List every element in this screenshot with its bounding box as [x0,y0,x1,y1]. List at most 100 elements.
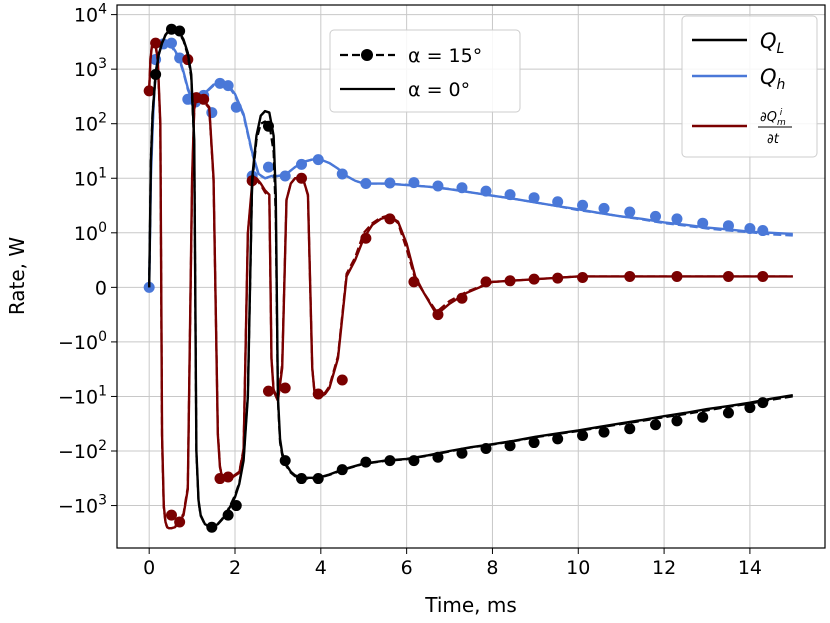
series-Qh-marker [296,158,308,170]
series-Qh-marker [650,210,662,222]
y-tick-label: 102 [74,111,107,136]
series-dQ-marker [552,272,564,284]
series-Qh-marker [757,225,769,237]
series-Qh-marker [174,52,186,64]
style-legend: α = 15° α = 0° [329,29,521,113]
series-QL-marker [206,521,218,533]
x-tick-label: 12 [652,557,676,579]
series-QL-marker [336,464,348,476]
series-QL [147,23,794,533]
series-dQ-marker [279,382,291,394]
y-tick-label: −101 [58,383,107,408]
y-tick-label: 103 [74,56,107,81]
series-dQ-marker [504,275,516,287]
series-dQ-marker [432,309,444,321]
series-QL-marker [757,397,769,409]
series-Qh-marker [432,180,444,192]
series-dQ-marker [214,473,226,485]
series-legend-box [681,15,818,158]
series-dQ-marker [336,374,348,386]
series-QL-marker [174,25,186,37]
y-tick-label: 104 [74,2,107,27]
series-QL-marker [456,447,468,459]
series-Qh-marker [408,177,420,189]
series-Qh-marker [336,168,348,180]
y-tick-label: 0 [95,277,107,299]
series-QL-marker [360,456,372,468]
x-tick-label: 6 [401,557,413,579]
legend-dq-label: ∂Qmi ∂t [758,108,792,147]
series-dQ-marker [174,516,186,528]
series-QL-marker [598,426,610,438]
legend-dashed-label: α = 15° [408,45,482,67]
y-tick-label: −100 [58,329,107,354]
series-Qh-marker [671,213,683,225]
series-QL-marker [384,455,396,467]
series-Qh-marker [480,185,492,197]
series-dQ-marker [624,270,636,282]
series-dQ-marker [671,270,683,282]
series-dQ-marker [456,292,468,304]
series-QL-marker [222,509,234,521]
series-QL-marker [279,455,291,467]
series-Qh-marker [552,196,564,208]
series-dQ-marker [360,232,372,244]
x-tick-label: 2 [229,557,241,579]
series-QL-marker [312,473,324,485]
series-QL-marker [697,411,709,423]
series-dQ-marker [143,85,155,97]
series-Qh-marker [504,189,516,201]
series-dQ-marker [408,276,420,288]
series-QL-marker [432,451,444,463]
series-QL-marker [504,440,516,452]
series-dQ-marker [198,93,210,105]
series-Qh-marker [722,220,734,232]
y-tick-label: 100 [74,220,107,245]
series-dQ-marker [312,388,324,400]
y-axis-label: Rate, W [5,237,29,316]
series-layer [143,23,794,533]
series-QL-marker [230,500,242,512]
series-Qh-marker [312,154,324,166]
series-Qh-marker [206,107,218,119]
series-dQ [143,37,793,530]
series-Qh-marker [697,217,709,229]
series-dQ-dashed-line [148,42,793,530]
series-QL-marker [408,455,420,467]
series-dQ-marker [165,509,177,521]
series-QL-marker [150,68,162,80]
y-tick-label: −103 [58,493,107,518]
series-Qh-marker [744,222,756,234]
series-dQ-marker [150,37,162,49]
series-QL-marker [262,120,274,132]
series-Qh-marker [222,80,234,92]
svg-text:∂Qmi: ∂Qmi [760,108,786,128]
legend-dashed-marker [361,49,373,61]
x-tick-label: 8 [486,557,498,579]
x-axis-label: Time, ms [424,593,517,617]
series-dQ-marker [296,172,308,184]
plot-frame [116,4,826,549]
series-QL-marker [552,433,564,445]
series-dQ-marker [757,270,769,282]
series-Qh-marker [528,192,540,204]
series-QL-marker [577,430,589,442]
series-dQ-marker [222,471,234,483]
series-QL-marker [671,415,683,427]
series-legend: QL Qh ∂Qmi ∂t [681,15,818,158]
series-dQ-marker [384,213,396,225]
series-Qh-marker [262,161,274,173]
series-Qh-marker [456,182,468,194]
series-Qh-marker [165,37,177,49]
series-QL-marker [650,419,662,431]
series-QL-marker [528,437,540,449]
series-Qh-marker [279,170,291,182]
series-QL-marker [480,443,492,455]
series-Qh-marker [624,206,636,218]
series-dQ-marker [528,273,540,285]
series-QL-marker [744,402,756,414]
series-dQ-marker [480,276,492,288]
y-tick-label: 101 [74,165,107,190]
series-dQ-marker [577,272,589,284]
